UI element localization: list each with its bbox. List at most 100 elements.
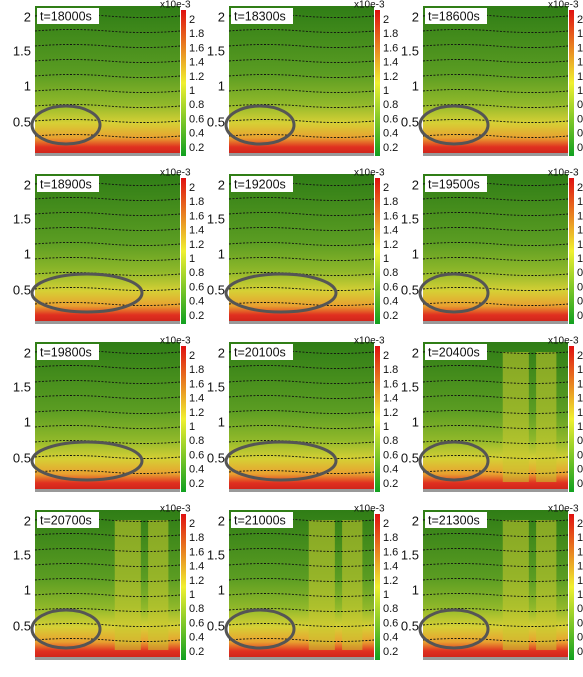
- colorbar-tick-label: 1.6: [383, 42, 398, 54]
- streamline: [422, 272, 569, 276]
- streamline: [422, 410, 569, 414]
- streamline: [34, 257, 181, 261]
- colorbar-tick-label: 1.8: [189, 28, 204, 40]
- streamline: [422, 593, 569, 597]
- y-tick-label: 2: [218, 9, 225, 24]
- colorbar-tick-label: 1: [189, 253, 195, 265]
- streamline: [228, 623, 375, 627]
- colorbar-tick-label: 1.4: [383, 57, 398, 69]
- colorbar-tick-label: 1.2: [189, 407, 204, 419]
- streamline: [228, 410, 375, 414]
- streamline: [228, 59, 375, 63]
- colorbar-tick-label: 1.2: [189, 239, 204, 251]
- time-label-box: [231, 8, 293, 24]
- time-label: t=19500s: [428, 177, 480, 191]
- colorbar-tick-label: 0.2: [383, 478, 398, 490]
- streamline: [34, 29, 181, 33]
- y-tick-label: 2: [412, 513, 419, 528]
- colorbar-unit: x10e-3: [160, 504, 191, 515]
- colorbar: [569, 178, 574, 324]
- y-tick-label: 0.5: [13, 450, 31, 465]
- streamline: [228, 74, 375, 78]
- streamline: [34, 302, 181, 306]
- highlight-ellipse: [30, 440, 144, 482]
- streamline: [228, 29, 375, 33]
- colorbar-tick-label: 1.2: [383, 575, 398, 587]
- y-tick-label: 1: [24, 582, 31, 597]
- y-tick-label: 2: [24, 9, 31, 24]
- panel: t=18300s 2 1.5 1 0.5 x10e-3 2 1.8 1.6 1.4 1.2 1 0.8 0…: [207, 0, 398, 156]
- panel: t=21300s 2 1.5 1 0.5 x10e-3 2 1.8 1.6 1.4 1.2 1 0.8 0…: [401, 504, 583, 660]
- colorbar: [569, 10, 574, 156]
- colorbar-tick-label: 1.2: [383, 407, 398, 419]
- ground: [35, 321, 180, 324]
- y-tick-label: 1.5: [207, 379, 225, 394]
- time-label: t=20700s: [40, 513, 92, 527]
- y-tick-label: 2: [412, 9, 419, 24]
- colorbar-tick-label: 0.4: [189, 632, 204, 644]
- y-tick-label: 2: [412, 345, 419, 360]
- streamline: [34, 227, 181, 231]
- colorbar-tick-label: 1.6: [577, 42, 583, 54]
- streamline: [422, 227, 569, 231]
- colorbar-tick-label: 0.2: [577, 478, 583, 490]
- streamline: [34, 410, 181, 414]
- panel: t=20400s 2 1.5 1 0.5 x10e-3 2 1.8 1.6 1.4 1.2 1 0.8 0…: [401, 336, 583, 492]
- streamline: [422, 380, 569, 384]
- time-label: t=21000s: [234, 513, 286, 527]
- colorbar-tick-label: 1.8: [383, 364, 398, 376]
- panel: t=18900s 2 1.5 1 0.5 x10e-3 2 1.8 1.6 1.4 1.2 1 0.8 0…: [13, 168, 204, 324]
- colorbar-tick-label: 2: [577, 350, 583, 362]
- flow-field: [229, 6, 374, 156]
- y-tick-label: 0.5: [207, 618, 225, 633]
- time-label-box: [37, 176, 99, 192]
- colorbar-unit: x10e-3: [354, 504, 385, 515]
- colorbar: [181, 10, 186, 156]
- y-tick-label: 0.5: [401, 282, 419, 297]
- colorbar-tick-label: 1: [189, 589, 195, 601]
- ground: [35, 657, 180, 660]
- colorbar-tick-label: 0.6: [189, 617, 204, 629]
- colorbar-tick-label: 2: [189, 518, 195, 530]
- colorbar-tick-label: 0.4: [383, 464, 398, 476]
- streamline: [228, 380, 375, 384]
- colorbar-tick-label: 0.8: [383, 435, 398, 447]
- streamline: [34, 272, 181, 276]
- colorbar-tick-label: 1.8: [383, 196, 398, 208]
- colorbar-tick-label: 0.6: [577, 281, 583, 293]
- colorbar-unit: x10e-3: [160, 168, 191, 179]
- colorbar-unit: x10e-3: [548, 168, 579, 179]
- colorbar-tick-label: 1.8: [189, 532, 204, 544]
- colorbar-tick-label: 0.4: [383, 632, 398, 644]
- colorbar-tick-label: 1: [383, 85, 389, 97]
- ground: [229, 657, 374, 660]
- colorbar-tick-label: 0.4: [383, 296, 398, 308]
- flow-field: [35, 6, 180, 156]
- panel: t=20700s 2 1.5 1 0.5 x10e-3 2 1.8 1.6 1.4 1.2 1 0.8 0…: [13, 504, 204, 660]
- streamline: [422, 242, 569, 246]
- colorbar-tick-label: 2: [577, 14, 583, 26]
- y-tick-label: 1: [218, 246, 225, 261]
- colorbar-tick-label: 1.4: [577, 57, 583, 69]
- streamline: [422, 212, 569, 216]
- y-tick-label: 1.5: [401, 43, 419, 58]
- colorbar-tick-label: 2: [577, 518, 583, 530]
- ground: [423, 153, 568, 156]
- highlight-ellipse: [418, 608, 490, 650]
- time-label-box: [231, 512, 293, 528]
- time-label-box: [425, 176, 487, 192]
- streamline: [34, 134, 181, 138]
- colorbar-tick-label: 1: [577, 421, 583, 433]
- streamline: [228, 242, 375, 246]
- y-tick-label: 2: [24, 513, 31, 528]
- colorbar-tick-label: 1.4: [383, 225, 398, 237]
- streamline: [422, 623, 569, 627]
- streamline: [228, 302, 375, 306]
- streamline: [34, 608, 181, 612]
- colorbar-tick-label: 0.2: [577, 142, 583, 154]
- colorbar-tick-label: 0.6: [577, 617, 583, 629]
- colorbar-tick-label: 0.6: [577, 113, 583, 125]
- colorbar-tick-label: 0.2: [383, 646, 398, 658]
- panel: t=19800s 2 1.5 1 0.5 x10e-3 2 1.8 1.6 1.4 1.2 1 0.8 0…: [13, 336, 204, 492]
